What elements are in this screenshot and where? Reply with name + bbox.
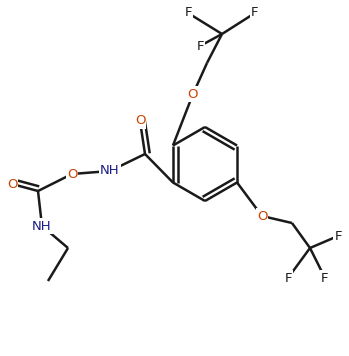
Text: F: F xyxy=(196,40,204,52)
Text: O: O xyxy=(7,178,17,190)
Text: NH: NH xyxy=(32,220,52,232)
Text: F: F xyxy=(284,272,292,284)
Text: O: O xyxy=(67,168,77,180)
Text: O: O xyxy=(257,209,267,222)
Text: F: F xyxy=(251,6,259,20)
Text: O: O xyxy=(188,88,198,100)
Text: F: F xyxy=(334,230,342,242)
Text: O: O xyxy=(135,115,145,127)
Text: F: F xyxy=(184,6,192,20)
Text: NH: NH xyxy=(100,164,120,178)
Text: F: F xyxy=(321,272,329,284)
